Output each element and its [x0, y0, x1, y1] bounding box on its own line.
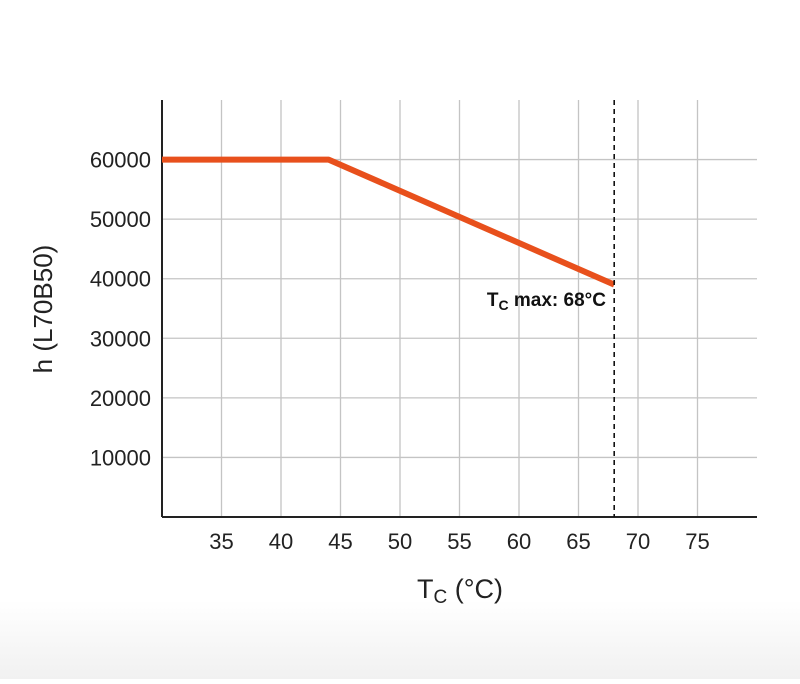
- x-axis-label-unit: (°C): [447, 574, 503, 604]
- y-tick-label-30000: 30000: [90, 326, 151, 351]
- x-tick-label-75: 75: [685, 529, 709, 554]
- tick-labels: 35 40 45 50 55 60 65 70 75 10000 20000 30000 40000 50…: [90, 148, 710, 554]
- y-axis-label: h (L70B50): [28, 245, 58, 374]
- y-tick-label-20000: 20000: [90, 386, 151, 411]
- y-tick-label-60000: 60000: [90, 148, 151, 173]
- x-tick-label-65: 65: [566, 529, 590, 554]
- x-tick-label-70: 70: [626, 529, 650, 554]
- x-tick-label-35: 35: [209, 529, 233, 554]
- x-tick-label-45: 45: [328, 529, 352, 554]
- y-tick-label-10000: 10000: [90, 445, 151, 470]
- x-tick-label-40: 40: [269, 529, 293, 554]
- series: [162, 156, 616, 288]
- x-axis-label: TC (°C): [417, 574, 503, 608]
- y-tick-label-50000: 50000: [90, 207, 151, 232]
- tc-max-annotation: TC max: 68°C: [487, 290, 606, 313]
- axes: [161, 100, 757, 518]
- x-tick-label-55: 55: [447, 529, 471, 554]
- tc-max-label-rest: max: 68°C: [509, 290, 607, 311]
- y-tick-label-40000: 40000: [90, 267, 151, 292]
- x-axis-label-main: T: [417, 574, 434, 604]
- x-tick-label-50: 50: [388, 529, 412, 554]
- annotations: TC max: 68°C: [487, 100, 616, 517]
- tc-max-label-main: T: [487, 290, 499, 311]
- x-axis-label-sub: C: [433, 587, 447, 608]
- series-line-0: [162, 156, 616, 288]
- tc-max-label-sub: C: [499, 297, 509, 313]
- x-tick-label-60: 60: [507, 529, 531, 554]
